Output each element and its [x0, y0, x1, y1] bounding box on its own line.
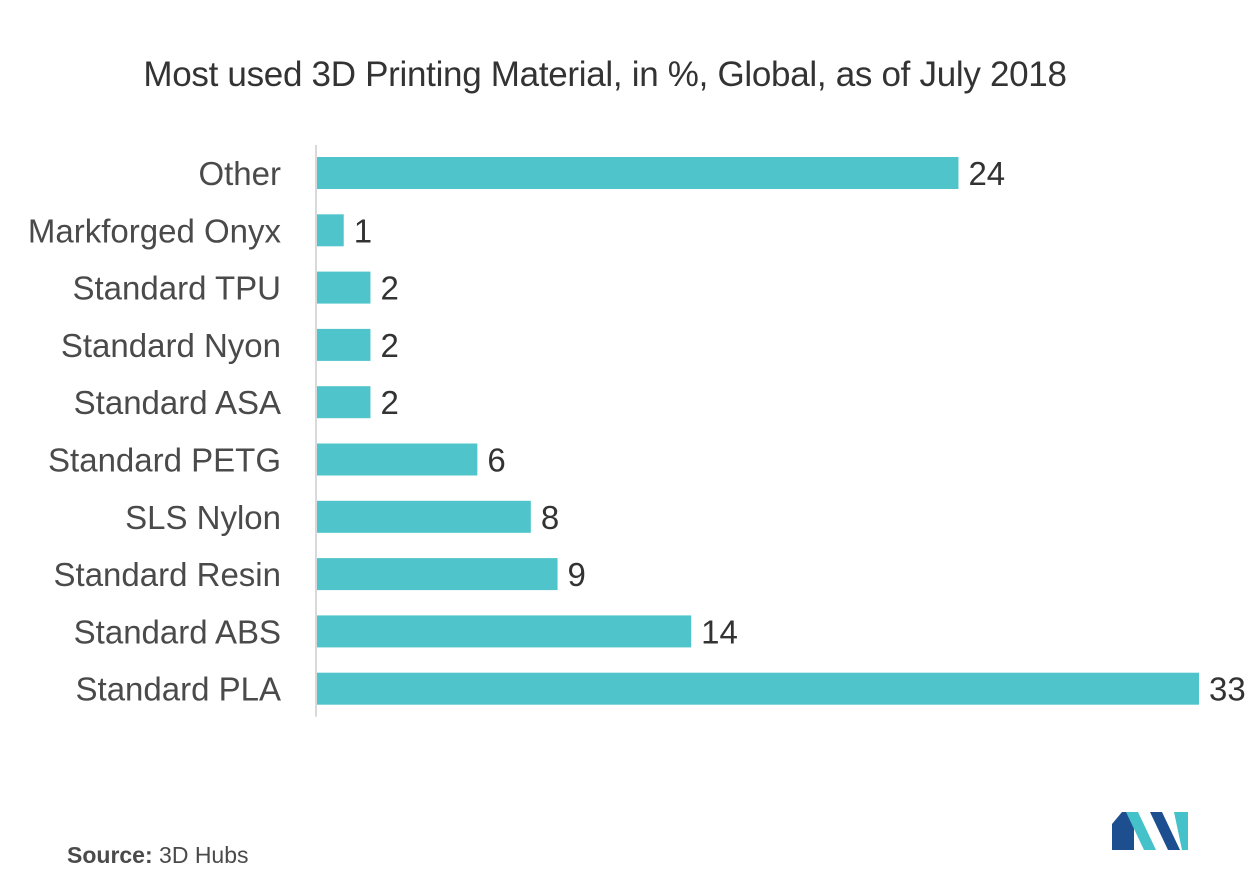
data-label: 24 — [968, 155, 1005, 192]
bar-markforged-onyx — [317, 214, 344, 247]
category-label: Standard PETG — [48, 442, 281, 479]
category-label: Standard Resin — [54, 556, 281, 593]
bar-standard-nyon — [317, 328, 371, 361]
data-label: 33 — [1209, 671, 1246, 708]
data-label: 2 — [380, 270, 398, 307]
data-label: 1 — [354, 212, 372, 249]
data-label: 14 — [701, 613, 738, 650]
data-label: 2 — [380, 384, 398, 421]
category-label: Standard ASA — [74, 384, 281, 421]
data-label: 9 — [568, 556, 586, 593]
source-note: Source: 3D Hubs — [67, 842, 249, 869]
category-label: SLS Nylon — [125, 499, 281, 536]
bar-standard-pla — [317, 672, 1199, 705]
bar-standard-abs — [317, 615, 692, 648]
data-label: 2 — [380, 327, 398, 364]
data-label: 8 — [541, 499, 559, 536]
chart-title: Most used 3D Printing Material, in %, Gl… — [143, 55, 1067, 94]
bar-sls-nylon — [317, 500, 531, 533]
category-label: Other — [198, 155, 281, 192]
source-value: 3D Hubs — [159, 842, 249, 868]
bar-standard-tpu — [317, 271, 371, 304]
bar-standard-petg — [317, 443, 478, 476]
category-label: Standard Nyon — [61, 327, 281, 364]
category-label: Markforged Onyx — [28, 212, 282, 249]
category-label: Standard PLA — [76, 671, 281, 708]
data-label: 6 — [487, 442, 505, 479]
company-logo-icon — [1112, 812, 1188, 850]
category-label: Standard ABS — [74, 613, 281, 650]
category-label: Standard TPU — [72, 270, 281, 307]
bar-other — [317, 157, 959, 189]
bar-standard-resin — [317, 558, 558, 591]
source-label: Source: — [67, 842, 153, 868]
bar-standard-asa — [317, 386, 371, 419]
